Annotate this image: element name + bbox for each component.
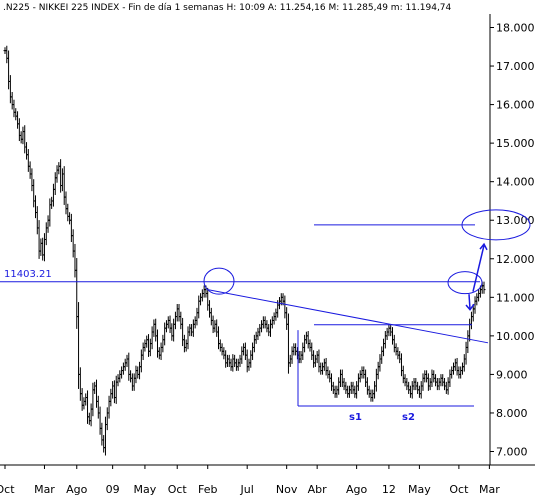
support-label-s1: s1 [349, 412, 362, 423]
x-tick-label: Oct [0, 483, 15, 496]
y-tick-label: 10.000 [496, 330, 535, 343]
x-tick-label: Oct [168, 483, 188, 496]
down-arrow [468, 294, 471, 309]
target-circle [461, 209, 531, 241]
x-tick-label: Ago [346, 483, 368, 496]
y-tick-label: 8.000 [496, 407, 528, 420]
y-tick-label: 12.000 [496, 253, 535, 266]
price-bar [482, 281, 486, 294]
y-tick-label: 17.000 [496, 60, 535, 73]
x-tick-label: Ago [66, 483, 88, 496]
y-tick-label: 14.000 [496, 176, 535, 189]
y-tick-label: 15.000 [496, 137, 535, 150]
y-axis-ticks: 18.00017.00016.00015.00014.00013.00012.0… [490, 21, 535, 459]
breakout-circle [447, 271, 483, 295]
y-tick-label: 9.000 [496, 368, 528, 381]
chart-header: .N225 - NIKKEI 225 INDEX - Fin de día 1 … [3, 3, 452, 13]
down-arrow-head [465, 303, 475, 311]
downtrend-line [207, 289, 489, 344]
y-tick-label: 11.000 [496, 291, 535, 304]
up-arrow [472, 245, 485, 292]
x-tick-label: Mar [34, 483, 55, 496]
level-label: 11403.21 [4, 269, 52, 280]
x-tick-label: 09 [106, 483, 120, 496]
x-tick-label: Mar [479, 483, 500, 496]
support-label-s2: s2 [402, 412, 415, 423]
x-axis-ticks: Oct Mar Ago 09 May Oct Feb Jul Nov Abr Ago 12 May Oct… [0, 465, 500, 496]
technical-annotations [0, 209, 531, 407]
x-tick-label: Abr [308, 483, 328, 496]
x-tick-label: 12 [382, 483, 396, 496]
x-tick-label: May [408, 483, 431, 496]
y-tick-label: 7.000 [496, 446, 528, 459]
x-tick-label: May [134, 483, 157, 496]
price-bars [3, 45, 486, 456]
x-tick-label: Jul [240, 483, 254, 496]
y-tick-label: 18.000 [496, 21, 535, 34]
x-tick-label: Nov [276, 483, 298, 496]
x-tick-label: Feb [198, 483, 217, 496]
y-tick-label: 16.000 [496, 99, 535, 112]
x-tick-label: Oct [449, 483, 469, 496]
top-circle [203, 267, 235, 295]
up-arrow-head [479, 242, 488, 251]
